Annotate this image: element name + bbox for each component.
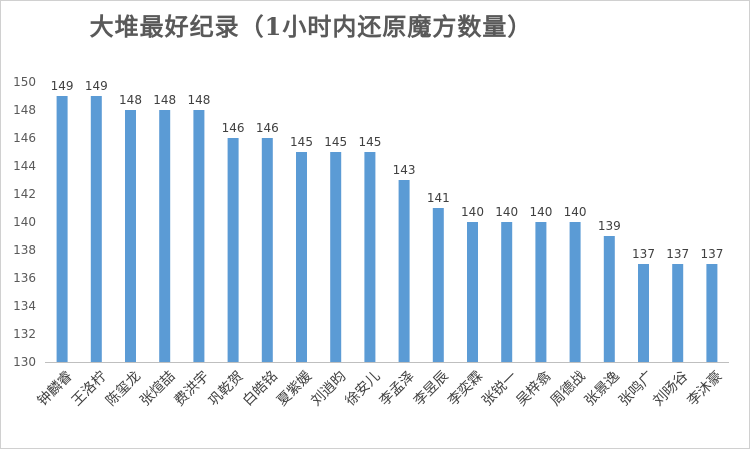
bar [56, 96, 68, 362]
category-label: 张鸣广 [615, 368, 657, 410]
bar [159, 110, 171, 362]
bar [535, 222, 547, 362]
bars [56, 96, 718, 362]
bar [706, 264, 718, 362]
y-tick-label: 150 [13, 75, 36, 89]
bar [638, 264, 649, 362]
data-label: 149 [51, 79, 74, 93]
chart-title: 大堆最好纪录（1小时内还原魔方数量） [89, 12, 533, 41]
bar [125, 110, 136, 362]
category-label: 张景逸 [582, 368, 623, 409]
bar [364, 152, 376, 362]
data-label: 140 [529, 205, 552, 219]
bar [467, 222, 478, 362]
category-label: 刘旸谷 [650, 368, 691, 409]
data-label: 148 [187, 93, 210, 107]
y-tick-label: 146 [13, 131, 36, 145]
category-label: 白皓铭 [240, 368, 281, 409]
y-tick-label: 130 [13, 355, 36, 369]
data-label: 146 [222, 121, 245, 135]
category-label: 李沐豪 [685, 368, 726, 409]
y-tick-label: 136 [13, 271, 36, 285]
y-tick-label: 144 [13, 159, 36, 173]
y-tick-label: 148 [13, 103, 36, 117]
category-label: 刘逍昀 [308, 368, 349, 409]
category-label: 张锐一 [479, 368, 520, 409]
data-label: 145 [324, 135, 347, 149]
data-labels: 149 149 148 148 148 146 146 145 145 145 143 141 140 1… [51, 79, 724, 261]
data-label: 145 [358, 135, 381, 149]
data-label: 140 [495, 205, 518, 219]
data-label: 137 [666, 247, 689, 261]
y-tick-label: 138 [13, 243, 36, 257]
y-tick-label: 134 [13, 299, 36, 313]
category-label: 徐安儿 [343, 368, 384, 409]
data-label: 141 [427, 191, 450, 205]
category-label: 王洛柠 [69, 368, 110, 409]
bar [569, 222, 581, 362]
bar [501, 222, 513, 362]
bar [603, 236, 615, 362]
category-label: 巩乾贺 [206, 368, 247, 409]
y-tick-label: 140 [13, 215, 36, 229]
data-label: 146 [256, 121, 279, 135]
category-label: 李孟泽 [377, 368, 418, 409]
data-label: 139 [598, 219, 621, 233]
bar [227, 138, 239, 362]
bar [672, 264, 684, 362]
data-label: 148 [119, 93, 142, 107]
category-label: 李奕霖 [445, 368, 486, 409]
category-label: 张煊喆 [137, 368, 178, 409]
y-axis: 130 132 134 136 138 140 142 144 146 148 150 [13, 75, 36, 369]
bar [330, 152, 342, 362]
category-label: 费洪宇 [172, 368, 213, 409]
data-label: 140 [461, 205, 484, 219]
data-label: 145 [290, 135, 313, 149]
bar [261, 138, 273, 362]
category-labels: 钟麟睿王洛柠陈玺龙张煊喆费洪宇巩乾贺白皓铭夏紫媛刘逍昀徐安儿李孟泽李昱辰李奕霖张… [34, 368, 726, 410]
category-label: 陈玺龙 [102, 368, 144, 410]
data-label: 143 [393, 163, 416, 177]
y-tick-label: 142 [13, 187, 36, 201]
category-label: 钟麟睿 [34, 368, 76, 410]
bar [432, 208, 444, 362]
data-label: 148 [153, 93, 176, 107]
category-label: 李昱辰 [411, 368, 452, 409]
data-label: 137 [632, 247, 655, 261]
category-label: 周德战 [548, 368, 589, 409]
data-label: 149 [85, 79, 108, 93]
category-label: 夏紫媛 [274, 368, 315, 409]
category-label: 吴梓翕 [514, 368, 555, 409]
data-label: 137 [700, 247, 723, 261]
bar [193, 110, 205, 362]
bar [398, 180, 410, 362]
bar [296, 152, 307, 362]
bar [90, 96, 102, 362]
y-tick-label: 132 [13, 327, 36, 341]
data-label: 140 [564, 205, 587, 219]
